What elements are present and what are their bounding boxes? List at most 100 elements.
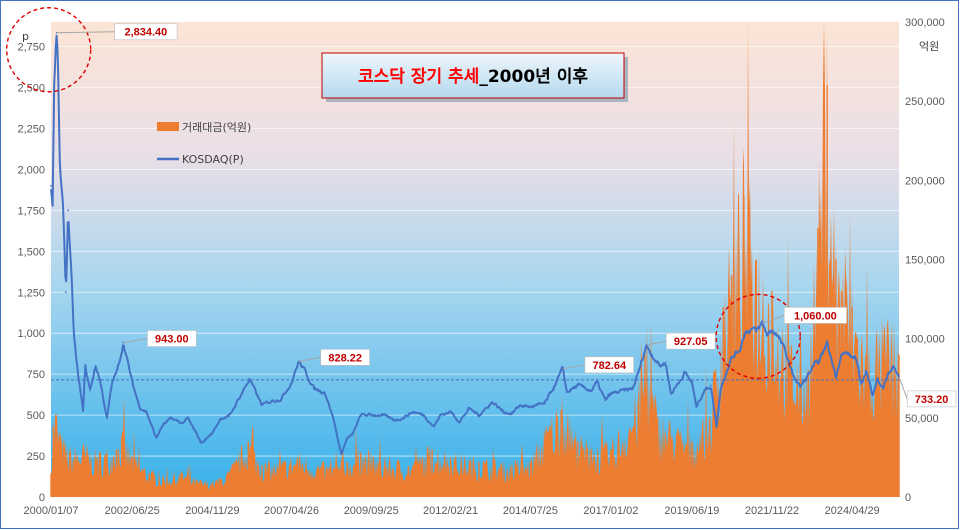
callout-box	[320, 349, 370, 366]
kosdaq-point	[106, 417, 108, 420]
left-tick-label: 2,000	[17, 164, 45, 176]
callout-label: 782.64	[592, 360, 627, 372]
kosdaq-point	[145, 410, 148, 413]
callout-leader	[123, 338, 148, 344]
left-tick-label: 1,000	[17, 328, 45, 340]
kosdaq-point	[502, 410, 505, 413]
x-tick-label: 2019/06/19	[664, 505, 719, 517]
callout-box	[665, 332, 716, 350]
callout-box	[114, 23, 178, 41]
kosdaq-point	[851, 356, 854, 359]
left-axis: 0 250 500 750 1,000 1,250 1,500 1,750 2,000 2,250…	[17, 42, 45, 504]
title-text: 코스닥 장기 추세_2000년 이후	[358, 66, 588, 87]
kosdaq-point	[75, 365, 78, 367]
kosdaq-point	[359, 414, 362, 417]
legend-swatch-volume	[157, 122, 179, 131]
kosdaq-point	[370, 414, 373, 417]
x-axis: 2000/01/07 2002/06/25 2004/11/29 2007/04/26…	[23, 505, 879, 517]
kosdaq-point	[576, 384, 579, 387]
kosdaq-point	[155, 437, 158, 439]
title-red: 코스닥 장기 추세	[358, 67, 479, 87]
x-tick-label: 2004/11/29	[185, 505, 239, 517]
annotations: 2,834.40 943.00 828.22 782.64 927.05 1,060.00…	[56, 23, 957, 408]
kosdaq-point	[799, 386, 802, 389]
kosdaq-point	[854, 355, 857, 358]
kosdaq-point	[790, 371, 793, 374]
left-tick-label: 2,250	[17, 123, 45, 135]
kosdaq-point	[675, 384, 678, 387]
kosdaq-point	[381, 414, 384, 417]
kosdaq-point	[774, 332, 777, 335]
kosdaq-point	[892, 366, 895, 369]
right-axis-unit: 억원	[919, 40, 939, 53]
kosdaq-point	[412, 410, 414, 413]
kosdaq-point	[669, 392, 672, 395]
kosdaq-point	[638, 368, 641, 371]
kosdaq-point	[738, 348, 741, 351]
highlight-circle	[715, 293, 801, 380]
kosdaq-point	[703, 389, 705, 392]
kosdaq-point	[332, 417, 335, 420]
left-tick-label: 1,250	[17, 287, 45, 299]
x-tick-label: 2014/07/25	[503, 505, 558, 517]
kosdaq-point	[181, 422, 184, 425]
kosdaq-point	[845, 351, 848, 354]
kosdaq-point	[631, 387, 634, 390]
kosdaq-point	[50, 184, 52, 187]
chart-title: 코스닥 장기 추세_2000년 이후	[321, 52, 628, 102]
right-tick-label: 0	[905, 492, 911, 504]
kosdaq-point	[543, 402, 546, 405]
kosdaq-point	[53, 86, 55, 89]
kosdaq-point	[623, 389, 626, 392]
kosdaq-point	[304, 371, 307, 374]
kosdaq-point	[111, 381, 114, 384]
kosdaq-point	[755, 330, 758, 333]
callout-label: 2,834.40	[124, 27, 167, 39]
kosdaq-point	[260, 404, 263, 407]
x-tick-label: 2017/01/02	[583, 505, 638, 517]
kosdaq-point	[449, 410, 452, 413]
left-axis-unit: p	[22, 30, 29, 43]
kosdaq-point	[596, 381, 598, 384]
right-tick-label: 100,000	[905, 334, 945, 346]
kosdaq-line	[50, 34, 900, 455]
kosdaq-point	[659, 365, 661, 367]
kosdaq-point	[127, 365, 130, 367]
kosdaq-point	[779, 340, 782, 343]
kosdaq-point	[840, 354, 842, 357]
kosdaq-point	[766, 333, 769, 336]
kosdaq-point	[131, 381, 134, 384]
kosdaq-point	[529, 406, 532, 408]
kosdaq-point	[98, 378, 101, 380]
kosdaq-point	[590, 389, 593, 392]
kosdaq-point	[64, 291, 67, 294]
kosdaq-point	[392, 419, 395, 421]
kosdaq-point	[82, 410, 84, 412]
kosdaq-point	[280, 397, 283, 400]
highlight-circle	[5, 7, 92, 93]
kosdaq-point	[826, 342, 828, 344]
callout-leader	[298, 356, 321, 362]
kosdaq-point	[818, 360, 821, 362]
callout-label: 733.20	[915, 394, 949, 406]
kosdaq-point	[458, 420, 461, 423]
volume-area	[51, 22, 899, 497]
x-tick-label: 2002/06/25	[105, 505, 160, 517]
legend-label-kosdaq: KOSDAQ(P)	[182, 153, 244, 166]
kosdaq-point	[211, 432, 214, 435]
kosdaq-point	[609, 392, 612, 395]
kosdaq-point	[730, 356, 733, 359]
highlight-circles	[5, 7, 801, 380]
kosdaq-point	[186, 417, 189, 420]
kosdaq-point	[882, 387, 885, 390]
kosdaq-point	[552, 387, 554, 390]
kosdaq-point	[340, 453, 343, 456]
kosdaq-point	[200, 442, 203, 444]
x-tick-label: 2009/09/25	[344, 505, 399, 517]
kosdaq-point	[511, 412, 513, 415]
right-tick-label: 50,000	[905, 413, 939, 425]
kosdaq-point	[887, 371, 889, 374]
kosdaq-point	[313, 387, 316, 390]
x-tick-label: 2007/04/26	[264, 505, 319, 517]
callout-leader	[762, 314, 785, 324]
